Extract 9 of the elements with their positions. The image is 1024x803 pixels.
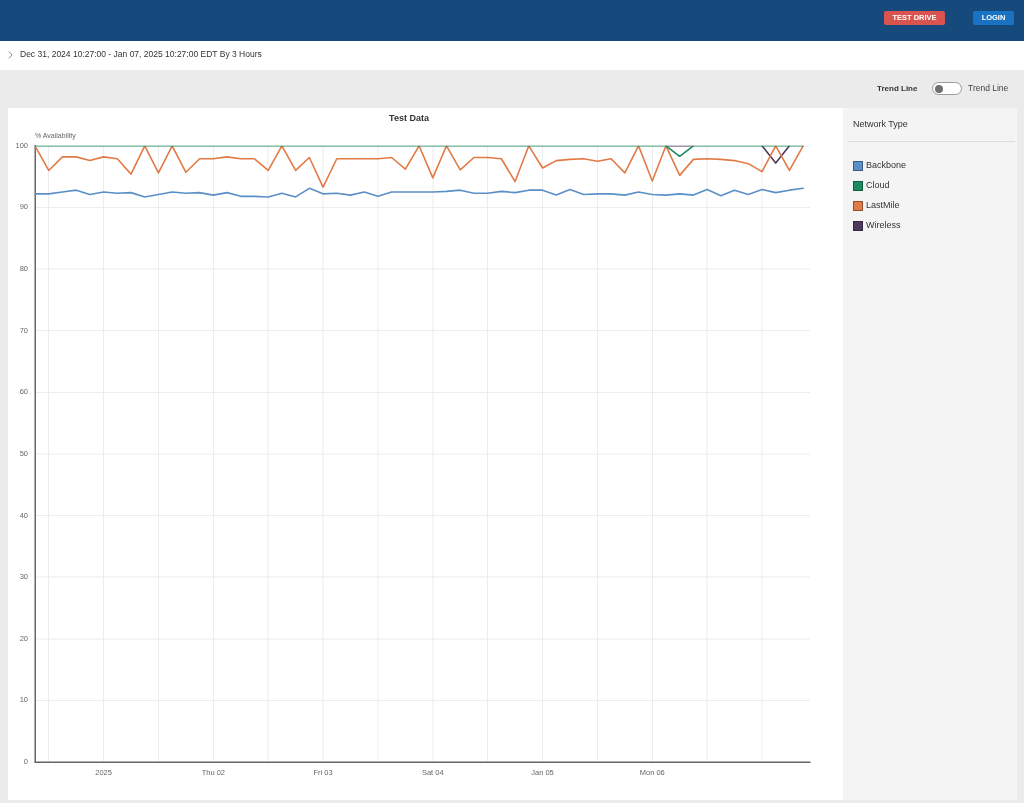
legend-label: LastMile — [866, 199, 900, 212]
chart-title: Test Data — [389, 112, 430, 123]
legend-title: Network Type — [853, 118, 908, 130]
text: Trend Line — [877, 83, 918, 94]
text: Trend Line — [968, 83, 1009, 94]
legend-label: Cloud — [866, 178, 890, 191]
legend-label: Wireless — [866, 219, 901, 232]
chart-subtitle: Dec 31, 2024 10:27:00 - Jan 07, 2025 10:27:00 EDT By 3 Hours — [20, 49, 262, 60]
legend-label: Backbone — [866, 158, 907, 171]
